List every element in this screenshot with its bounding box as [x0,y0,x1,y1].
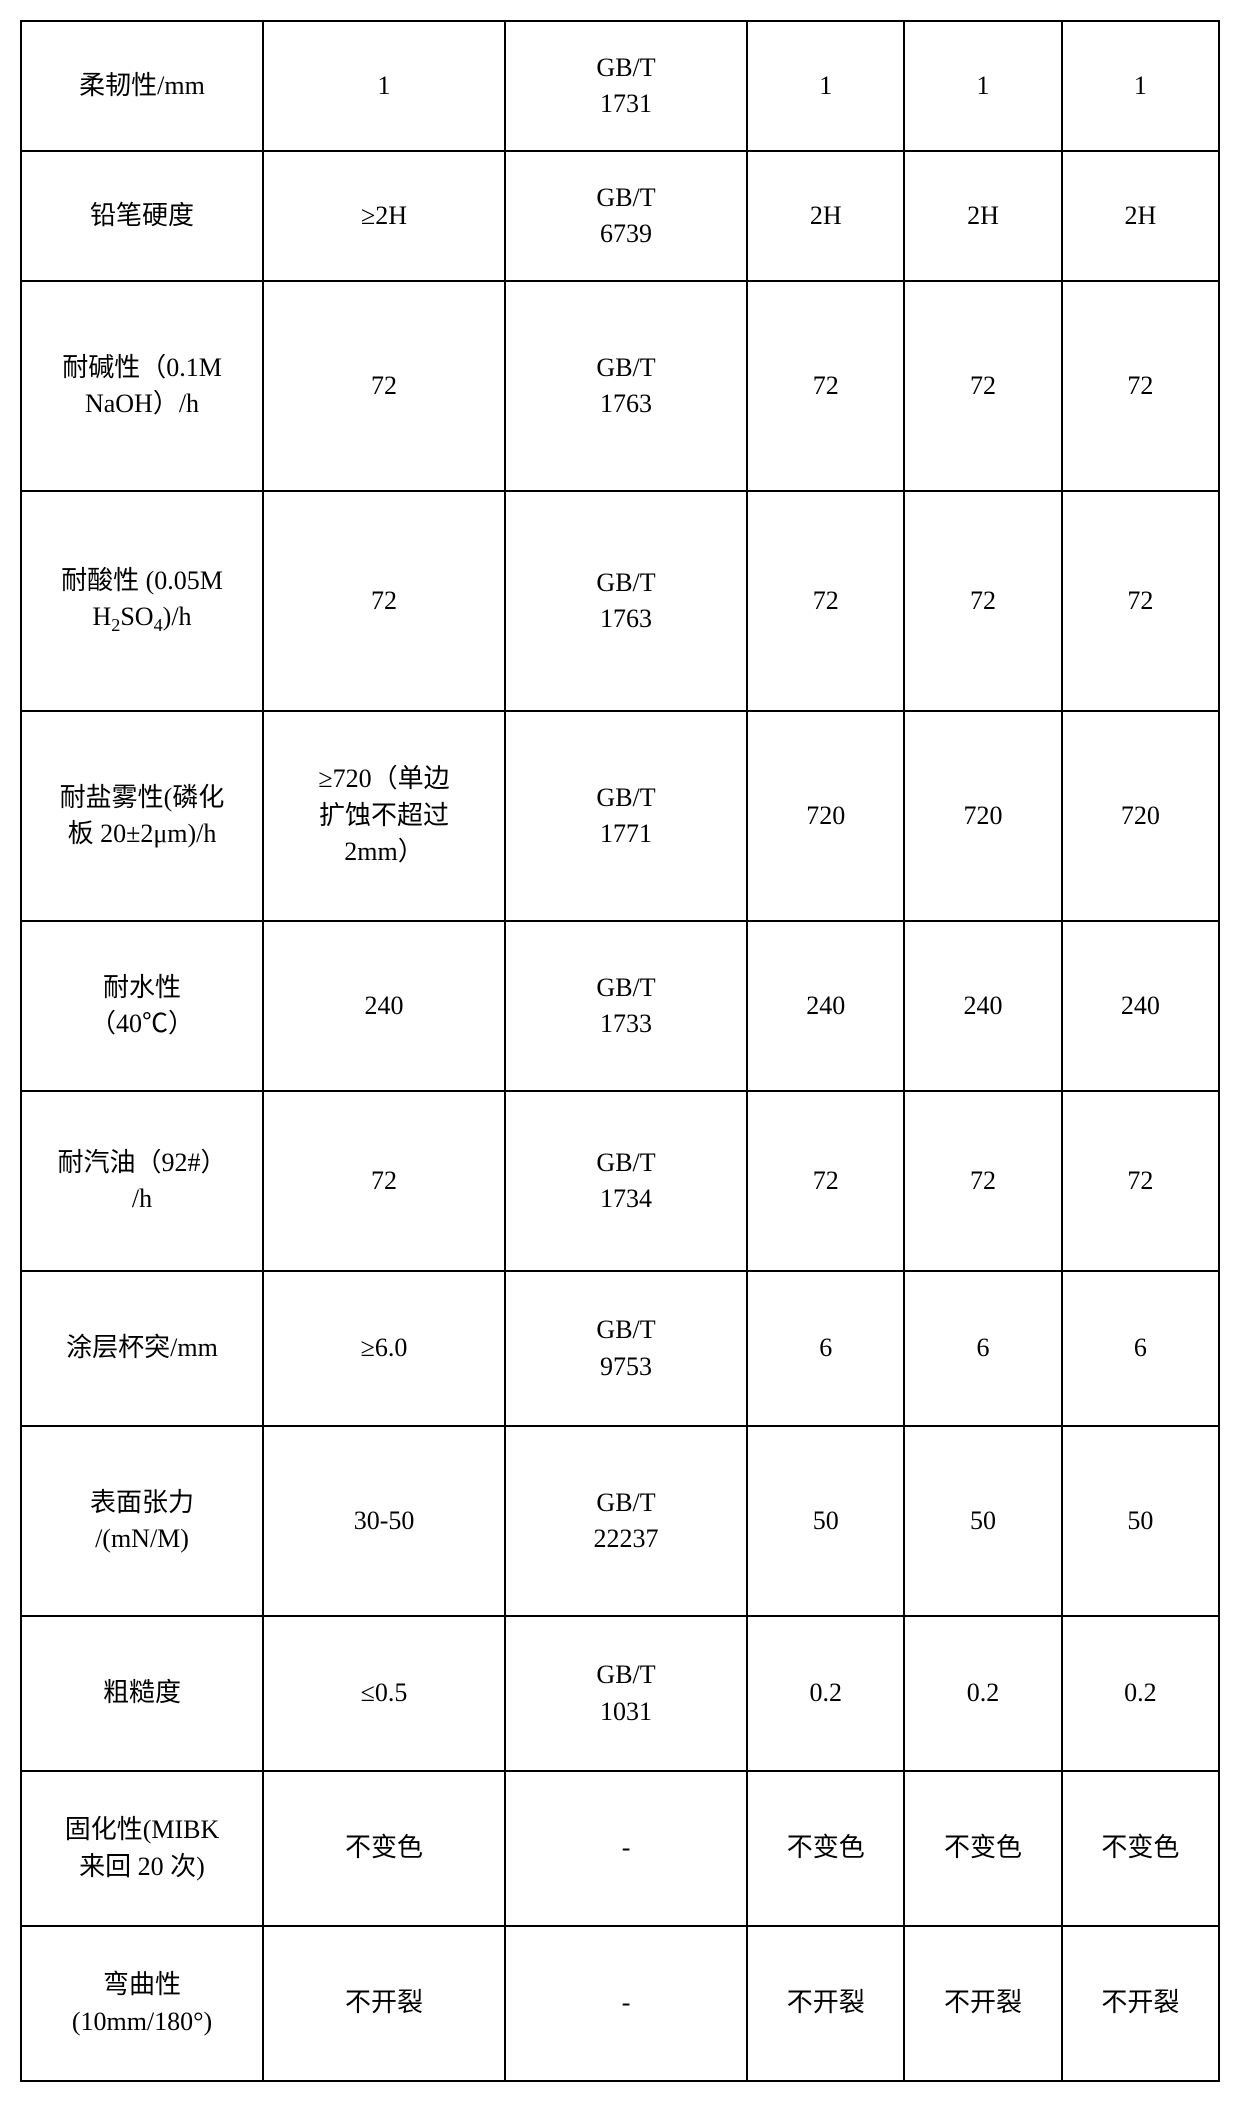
spec-value: ≥2H [263,151,505,281]
result-3: 72 [1062,1091,1219,1271]
standard-ref: GB/T1771 [505,711,747,921]
property-name: 耐水性（40℃） [21,921,263,1091]
property-name: 耐盐雾性(磷化板 20±2μm)/h [21,711,263,921]
result-2: 720 [904,711,1061,921]
result-1: 6 [747,1271,904,1426]
result-3: 不开裂 [1062,1926,1219,2081]
table-row: 耐水性（40℃）240GB/T1733240240240 [21,921,1219,1091]
table-row: 铅笔硬度≥2HGB/T67392H2H2H [21,151,1219,281]
result-1: 72 [747,281,904,491]
property-name: 柔韧性/mm [21,21,263,151]
standard-ref: GB/T9753 [505,1271,747,1426]
result-2: 不开裂 [904,1926,1061,2081]
result-2: 72 [904,1091,1061,1271]
result-3: 50 [1062,1426,1219,1616]
property-name: 铅笔硬度 [21,151,263,281]
result-2: 72 [904,281,1061,491]
property-name: 耐酸性 (0.05MH2SO4)/h [21,491,263,711]
property-name: 弯曲性(10mm/180°) [21,1926,263,2081]
result-3: 0.2 [1062,1616,1219,1771]
result-3: 6 [1062,1271,1219,1426]
property-name: 耐碱性（0.1MNaOH）/h [21,281,263,491]
result-3: 720 [1062,711,1219,921]
standard-ref: GB/T6739 [505,151,747,281]
result-3: 不变色 [1062,1771,1219,1926]
result-1: 2H [747,151,904,281]
standard-ref: GB/T22237 [505,1426,747,1616]
table-row: 耐盐雾性(磷化板 20±2μm)/h≥720（单边扩蚀不超过2mm）GB/T17… [21,711,1219,921]
table-row: 涂层杯突/mm≥6.0GB/T9753666 [21,1271,1219,1426]
table-row: 表面张力/(mN/M)30-50GB/T22237505050 [21,1426,1219,1616]
result-2: 72 [904,491,1061,711]
standard-ref: - [505,1771,747,1926]
spec-table: 柔韧性/mm1GB/T1731111铅笔硬度≥2HGB/T67392H2H2H耐… [20,20,1220,2082]
spec-value: 不变色 [263,1771,505,1926]
standard-ref: GB/T1734 [505,1091,747,1271]
result-1: 50 [747,1426,904,1616]
result-1: 72 [747,1091,904,1271]
result-1: 720 [747,711,904,921]
spec-value: 30-50 [263,1426,505,1616]
result-3: 72 [1062,491,1219,711]
property-name: 耐汽油（92#）/h [21,1091,263,1271]
table-row: 耐碱性（0.1MNaOH）/h72GB/T1763727272 [21,281,1219,491]
spec-value: 72 [263,281,505,491]
standard-ref: GB/T1763 [505,281,747,491]
result-2: 240 [904,921,1061,1091]
spec-value: 72 [263,1091,505,1271]
table-row: 耐酸性 (0.05MH2SO4)/h72GB/T1763727272 [21,491,1219,711]
result-1: 1 [747,21,904,151]
result-3: 2H [1062,151,1219,281]
property-name: 表面张力/(mN/M) [21,1426,263,1616]
spec-value: 不开裂 [263,1926,505,2081]
table-row: 耐汽油（92#）/h72GB/T1734727272 [21,1091,1219,1271]
result-2: 1 [904,21,1061,151]
result-2: 6 [904,1271,1061,1426]
result-2: 不变色 [904,1771,1061,1926]
result-2: 0.2 [904,1616,1061,1771]
spec-value: 1 [263,21,505,151]
result-3: 1 [1062,21,1219,151]
table-row: 粗糙度≤0.5GB/T10310.20.20.2 [21,1616,1219,1771]
spec-value: 72 [263,491,505,711]
standard-ref: - [505,1926,747,2081]
standard-ref: GB/T1763 [505,491,747,711]
result-3: 240 [1062,921,1219,1091]
standard-ref: GB/T1733 [505,921,747,1091]
table-row: 柔韧性/mm1GB/T1731111 [21,21,1219,151]
spec-value: ≥6.0 [263,1271,505,1426]
result-1: 0.2 [747,1616,904,1771]
result-2: 2H [904,151,1061,281]
table-row: 弯曲性(10mm/180°)不开裂-不开裂不开裂不开裂 [21,1926,1219,2081]
spec-value: ≥720（单边扩蚀不超过2mm） [263,711,505,921]
standard-ref: GB/T1731 [505,21,747,151]
table-row: 固化性(MIBK来回 20 次)不变色-不变色不变色不变色 [21,1771,1219,1926]
result-1: 不开裂 [747,1926,904,2081]
property-name: 粗糙度 [21,1616,263,1771]
property-name: 涂层杯突/mm [21,1271,263,1426]
result-3: 72 [1062,281,1219,491]
result-1: 不变色 [747,1771,904,1926]
spec-value: 240 [263,921,505,1091]
standard-ref: GB/T1031 [505,1616,747,1771]
spec-value: ≤0.5 [263,1616,505,1771]
property-name: 固化性(MIBK来回 20 次) [21,1771,263,1926]
result-2: 50 [904,1426,1061,1616]
spec-table-body: 柔韧性/mm1GB/T1731111铅笔硬度≥2HGB/T67392H2H2H耐… [21,21,1219,2081]
result-1: 240 [747,921,904,1091]
result-1: 72 [747,491,904,711]
